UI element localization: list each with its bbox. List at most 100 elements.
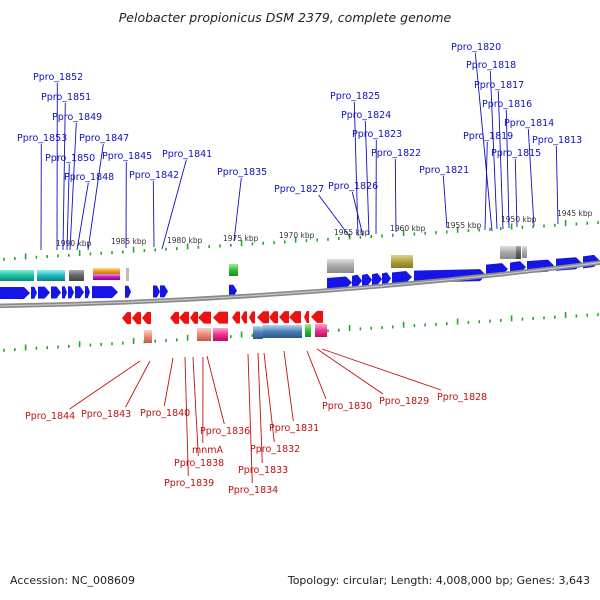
reverse-gene-label[interactable]: Ppro_1840: [140, 408, 190, 419]
forward-gene-label[interactable]: Ppro_1821: [419, 165, 469, 176]
forward-gene-label[interactable]: Ppro_1845: [102, 151, 152, 162]
forward-gene-arrow[interactable]: [125, 285, 131, 298]
feature-box[interactable]: [213, 328, 228, 341]
forward-gene-label[interactable]: Ppro_1841: [162, 149, 212, 160]
forward-gene-arrow[interactable]: [392, 271, 412, 285]
forward-gene-label[interactable]: Ppro_1822: [371, 148, 421, 159]
reverse-gene-label[interactable]: Ppro_1830: [322, 401, 372, 412]
forward-gene-label[interactable]: Ppro_1815: [491, 148, 541, 159]
feature-box[interactable]: [327, 259, 354, 273]
feature-box[interactable]: [305, 324, 311, 337]
forward-gene-label[interactable]: Ppro_1842: [129, 170, 179, 181]
feature-box[interactable]: [277, 325, 290, 338]
forward-gene-label[interactable]: Ppro_1824: [341, 110, 391, 121]
feature-box[interactable]: [93, 268, 120, 274]
reverse-gene-arrow[interactable]: [289, 311, 301, 324]
feature-box[interactable]: [500, 246, 516, 259]
feature-box[interactable]: [516, 246, 521, 259]
feature-box[interactable]: [144, 330, 152, 343]
forward-gene-label[interactable]: Ppro_1847: [79, 133, 129, 144]
forward-gene-label[interactable]: Ppro_1853: [17, 133, 67, 144]
reverse-gene-label[interactable]: Ppro_1836: [200, 426, 250, 437]
forward-gene-arrow[interactable]: [68, 286, 74, 299]
reverse-gene-arrow[interactable]: [257, 311, 269, 324]
reverse-gene-label[interactable]: Ppro_1829: [379, 396, 429, 407]
forward-gene-arrow[interactable]: [327, 276, 352, 291]
reverse-gene-arrow[interactable]: [304, 310, 309, 323]
forward-gene-arrow[interactable]: [352, 274, 362, 288]
reverse-gene-label[interactable]: mnmA: [192, 445, 224, 456]
forward-gene-arrow[interactable]: [38, 286, 50, 299]
forward-gene-label[interactable]: Ppro_1823: [352, 129, 402, 140]
reverse-gene-label[interactable]: Ppro_1833: [238, 465, 288, 476]
feature-box[interactable]: [229, 264, 238, 276]
forward-gene-label[interactable]: Ppro_1826: [328, 181, 378, 192]
forward-gene-label[interactable]: Ppro_1813: [532, 135, 582, 146]
reverse-gene-label[interactable]: Ppro_1843: [81, 409, 131, 420]
forward-gene-arrow[interactable]: [0, 287, 30, 299]
feature-box[interactable]: [522, 246, 527, 258]
reverse-gene-arrow[interactable]: [232, 311, 240, 324]
reverse-gene-arrow[interactable]: [198, 311, 211, 324]
reverse-gene-arrow[interactable]: [190, 311, 198, 324]
callout-line: [283, 350, 294, 422]
forward-gene-label[interactable]: Ppro_1850: [45, 153, 95, 164]
reverse-gene-arrow[interactable]: [132, 312, 141, 325]
reverse-gene-arrow[interactable]: [241, 311, 247, 324]
forward-gene-label[interactable]: Ppro_1816: [482, 99, 532, 110]
feature-box[interactable]: [69, 270, 84, 281]
reverse-gene-arrow[interactable]: [142, 312, 151, 325]
reverse-gene-arrow[interactable]: [249, 311, 255, 324]
forward-gene-arrow[interactable]: [229, 284, 237, 297]
feature-box[interactable]: [391, 255, 413, 268]
reverse-gene-label[interactable]: Ppro_1838: [174, 458, 224, 469]
forward-gene-arrow[interactable]: [31, 286, 37, 299]
forward-gene-arrow[interactable]: [75, 286, 84, 299]
feature-box[interactable]: [263, 325, 277, 338]
forward-gene-arrow[interactable]: [85, 286, 90, 299]
feature-box[interactable]: [253, 326, 263, 339]
reverse-gene-arrow[interactable]: [311, 310, 323, 323]
forward-gene-label[interactable]: Ppro_1818: [466, 60, 516, 71]
reverse-gene-label[interactable]: Ppro_1839: [164, 478, 214, 489]
forward-gene-label[interactable]: Ppro_1814: [504, 118, 554, 129]
forward-gene-arrow[interactable]: [62, 286, 67, 299]
forward-gene-label[interactable]: Ppro_1820: [451, 42, 501, 53]
forward-gene-label[interactable]: Ppro_1849: [52, 112, 102, 123]
reverse-gene-label[interactable]: Ppro_1834: [228, 485, 278, 496]
feature-box[interactable]: [93, 274, 120, 280]
genome-summary-text: Topology: circular; Length: 4,008,000 bp…: [287, 574, 590, 587]
forward-gene-label[interactable]: Ppro_1848: [64, 172, 114, 183]
feature-box[interactable]: [315, 324, 327, 337]
feature-box[interactable]: [0, 270, 34, 281]
reverse-gene-arrow[interactable]: [269, 311, 278, 324]
reverse-gene-label[interactable]: Ppro_1831: [269, 423, 319, 434]
reverse-gene-label[interactable]: Ppro_1844: [25, 411, 75, 422]
feature-box[interactable]: [126, 268, 129, 281]
feature-box[interactable]: [197, 328, 211, 341]
forward-gene-label[interactable]: Ppro_1851: [41, 92, 91, 103]
forward-gene-label[interactable]: Ppro_1852: [33, 72, 83, 83]
forward-gene-arrow[interactable]: [372, 273, 382, 287]
forward-gene-arrow[interactable]: [51, 286, 61, 299]
reverse-gene-arrow[interactable]: [213, 311, 228, 324]
reverse-gene-label[interactable]: Ppro_1828: [437, 392, 487, 403]
forward-gene-label[interactable]: Ppro_1827: [274, 184, 324, 195]
forward-gene-arrow[interactable]: [153, 285, 160, 298]
reverse-gene-arrow[interactable]: [122, 312, 131, 325]
reverse-gene-arrow[interactable]: [279, 311, 289, 324]
forward-gene-arrow[interactable]: [92, 286, 118, 299]
forward-gene-label[interactable]: Ppro_1825: [330, 91, 380, 102]
scale-label: 1980 kbp: [167, 236, 203, 245]
forward-gene-arrow[interactable]: [160, 285, 168, 298]
reverse-gene-label[interactable]: Ppro_1832: [250, 444, 300, 455]
forward-gene-arrow[interactable]: [362, 273, 372, 288]
feature-box[interactable]: [37, 270, 65, 281]
reverse-gene-arrow[interactable]: [170, 311, 179, 324]
reverse-gene-arrow[interactable]: [179, 311, 189, 324]
feature-box[interactable]: [290, 325, 302, 338]
forward-gene-label[interactable]: Ppro_1817: [474, 80, 524, 91]
forward-gene-arrow[interactable]: [382, 272, 391, 286]
forward-gene-label[interactable]: Ppro_1819: [463, 131, 513, 142]
forward-gene-label[interactable]: Ppro_1835: [217, 167, 267, 178]
